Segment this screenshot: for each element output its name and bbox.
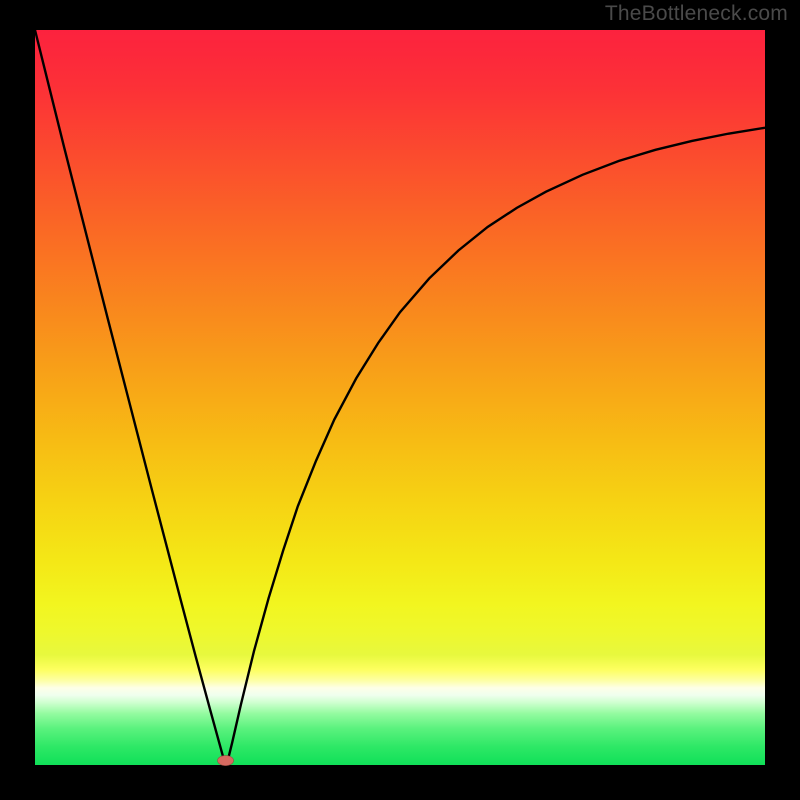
watermark-label: TheBottleneck.com bbox=[605, 2, 788, 26]
curve-minimum-marker bbox=[218, 756, 234, 766]
bottleneck-chart bbox=[0, 0, 800, 800]
plot-background bbox=[35, 30, 765, 765]
